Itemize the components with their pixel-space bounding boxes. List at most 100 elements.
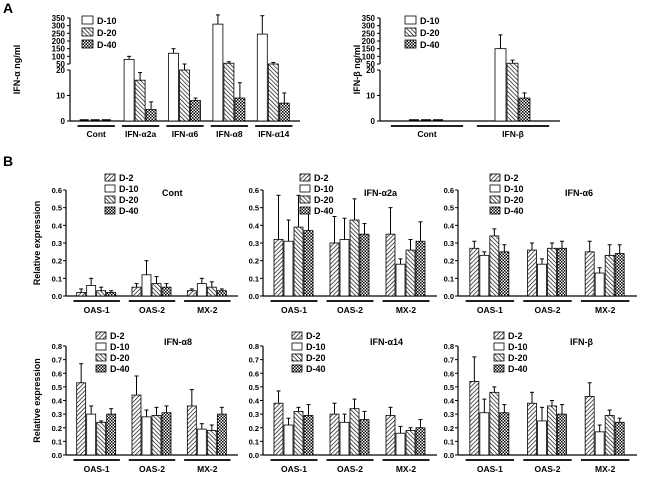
legend-swatch (291, 342, 303, 351)
chart-title: Cont (162, 188, 183, 198)
bar (537, 420, 547, 456)
bar (303, 415, 314, 456)
y-tick-label: 50 (56, 60, 65, 69)
y-tick-label: 100 (52, 52, 66, 61)
y-tick-label: 250 (52, 29, 66, 38)
legend-label: D-10 (420, 16, 440, 26)
legend-label: D-40 (110, 364, 130, 374)
bar (161, 286, 172, 297)
bar (278, 102, 290, 122)
y-tick-label: 100 (362, 52, 376, 61)
bar (293, 410, 304, 456)
bar (537, 263, 547, 297)
chart-title: IFN-α6 (565, 188, 593, 198)
bar (518, 97, 531, 122)
y-tick-label: 0.3 (52, 410, 62, 419)
x-tick-label: MX-2 (197, 305, 218, 315)
y-tick-label: 0.4 (444, 397, 455, 406)
bar (234, 97, 246, 122)
bar (123, 59, 135, 122)
y-axis-label: Relative expression (32, 358, 42, 443)
chart-expr-a14: 0.0 0.1 0.2 0.3 0.4 0.5 0.6 0.7 0.8 IFN-α14 OAS-1 O… (249, 331, 437, 474)
y-tick-label: 0.8 (444, 342, 454, 351)
y-tick-label: 0.5 (52, 383, 62, 392)
bar (499, 412, 510, 456)
y-tick-label: 0 (371, 117, 376, 126)
legend-label: D-20 (420, 28, 440, 38)
bar (151, 415, 162, 456)
x-tick-label: Cont (417, 129, 437, 139)
legend-swatch (493, 364, 505, 373)
legend-swatch (104, 206, 116, 215)
y-tick-label: 0.3 (444, 239, 454, 248)
legend-label: D-2 (306, 331, 321, 341)
bar (415, 240, 426, 297)
chart-title: IFN-β (570, 337, 593, 347)
x-tick-label: IFN-α2a (125, 129, 156, 139)
x-tick-label: OAS-1 (84, 464, 110, 474)
chart-title: IFN-α14 (370, 337, 403, 347)
legend-swatch (291, 353, 303, 362)
y-tick-label: 350 (362, 14, 376, 23)
bar (206, 286, 217, 297)
legend-swatch (404, 15, 417, 25)
bar (141, 416, 152, 456)
bar (594, 272, 605, 297)
bar (405, 249, 416, 297)
y-axis-label: IFN-α ng/ml (12, 45, 22, 95)
bar (131, 394, 142, 456)
bar (584, 396, 595, 456)
bar (506, 62, 519, 122)
x-tick-label: OAS-1 (477, 464, 503, 474)
bar (395, 263, 406, 297)
legend-label: D-2 (119, 173, 134, 183)
bar (273, 402, 284, 456)
legend-swatch (299, 173, 311, 182)
y-tick-label: 0.2 (52, 424, 62, 433)
bar (86, 284, 97, 297)
legend-swatch (104, 173, 116, 182)
y-tick-label: 200 (52, 37, 66, 46)
x-tick-label: OAS-2 (139, 464, 165, 474)
bar (283, 424, 294, 456)
y-tick-label: 0.4 (249, 397, 260, 406)
y-axis-label: IFN-β ng/ml (352, 45, 362, 95)
bar (76, 292, 87, 297)
bar (527, 249, 537, 297)
bar (359, 233, 370, 297)
legend-label: D-2 (504, 173, 519, 183)
y-tick-label: 50 (366, 60, 375, 69)
legend-label: D-20 (97, 28, 117, 38)
bar (349, 408, 360, 456)
y-tick-label: 0.4 (52, 397, 63, 406)
y-tick-label: 0.3 (249, 239, 259, 248)
legend-swatch (404, 39, 417, 49)
legend-swatch (299, 184, 311, 193)
y-tick-label: 0.3 (249, 410, 259, 419)
y-tick-label: 0.0 (52, 292, 62, 301)
x-tick-label: MX-2 (197, 464, 218, 474)
y-tick-label: 0.5 (444, 204, 454, 213)
legend-label: D-20 (508, 353, 528, 363)
y-tick-label: 0.2 (444, 257, 454, 266)
y-tick-label: 0.6 (249, 369, 259, 378)
y-tick-label: 0.0 (249, 292, 259, 301)
bar (385, 233, 396, 297)
x-tick-label: OAS-2 (337, 464, 363, 474)
y-tick-label: 0.5 (249, 204, 259, 213)
y-tick-label: 0.0 (444, 292, 454, 301)
y-tick-label: 0.8 (249, 342, 259, 351)
legend-swatch (299, 206, 311, 215)
bar (76, 382, 87, 456)
bar (479, 254, 490, 297)
bar (489, 235, 500, 297)
legend-label: D-40 (508, 364, 528, 374)
legend-label: D-20 (119, 195, 139, 205)
legend-swatch (104, 195, 116, 204)
chart-expr-b: 0.0 0.1 0.2 0.3 0.4 0.5 0.6 0.7 0.8 IFN-β OAS-1 OAS… (444, 331, 637, 474)
y-tick-label: 0.6 (249, 186, 259, 195)
legend-label: D-2 (314, 173, 329, 183)
legend-swatch (489, 206, 501, 215)
